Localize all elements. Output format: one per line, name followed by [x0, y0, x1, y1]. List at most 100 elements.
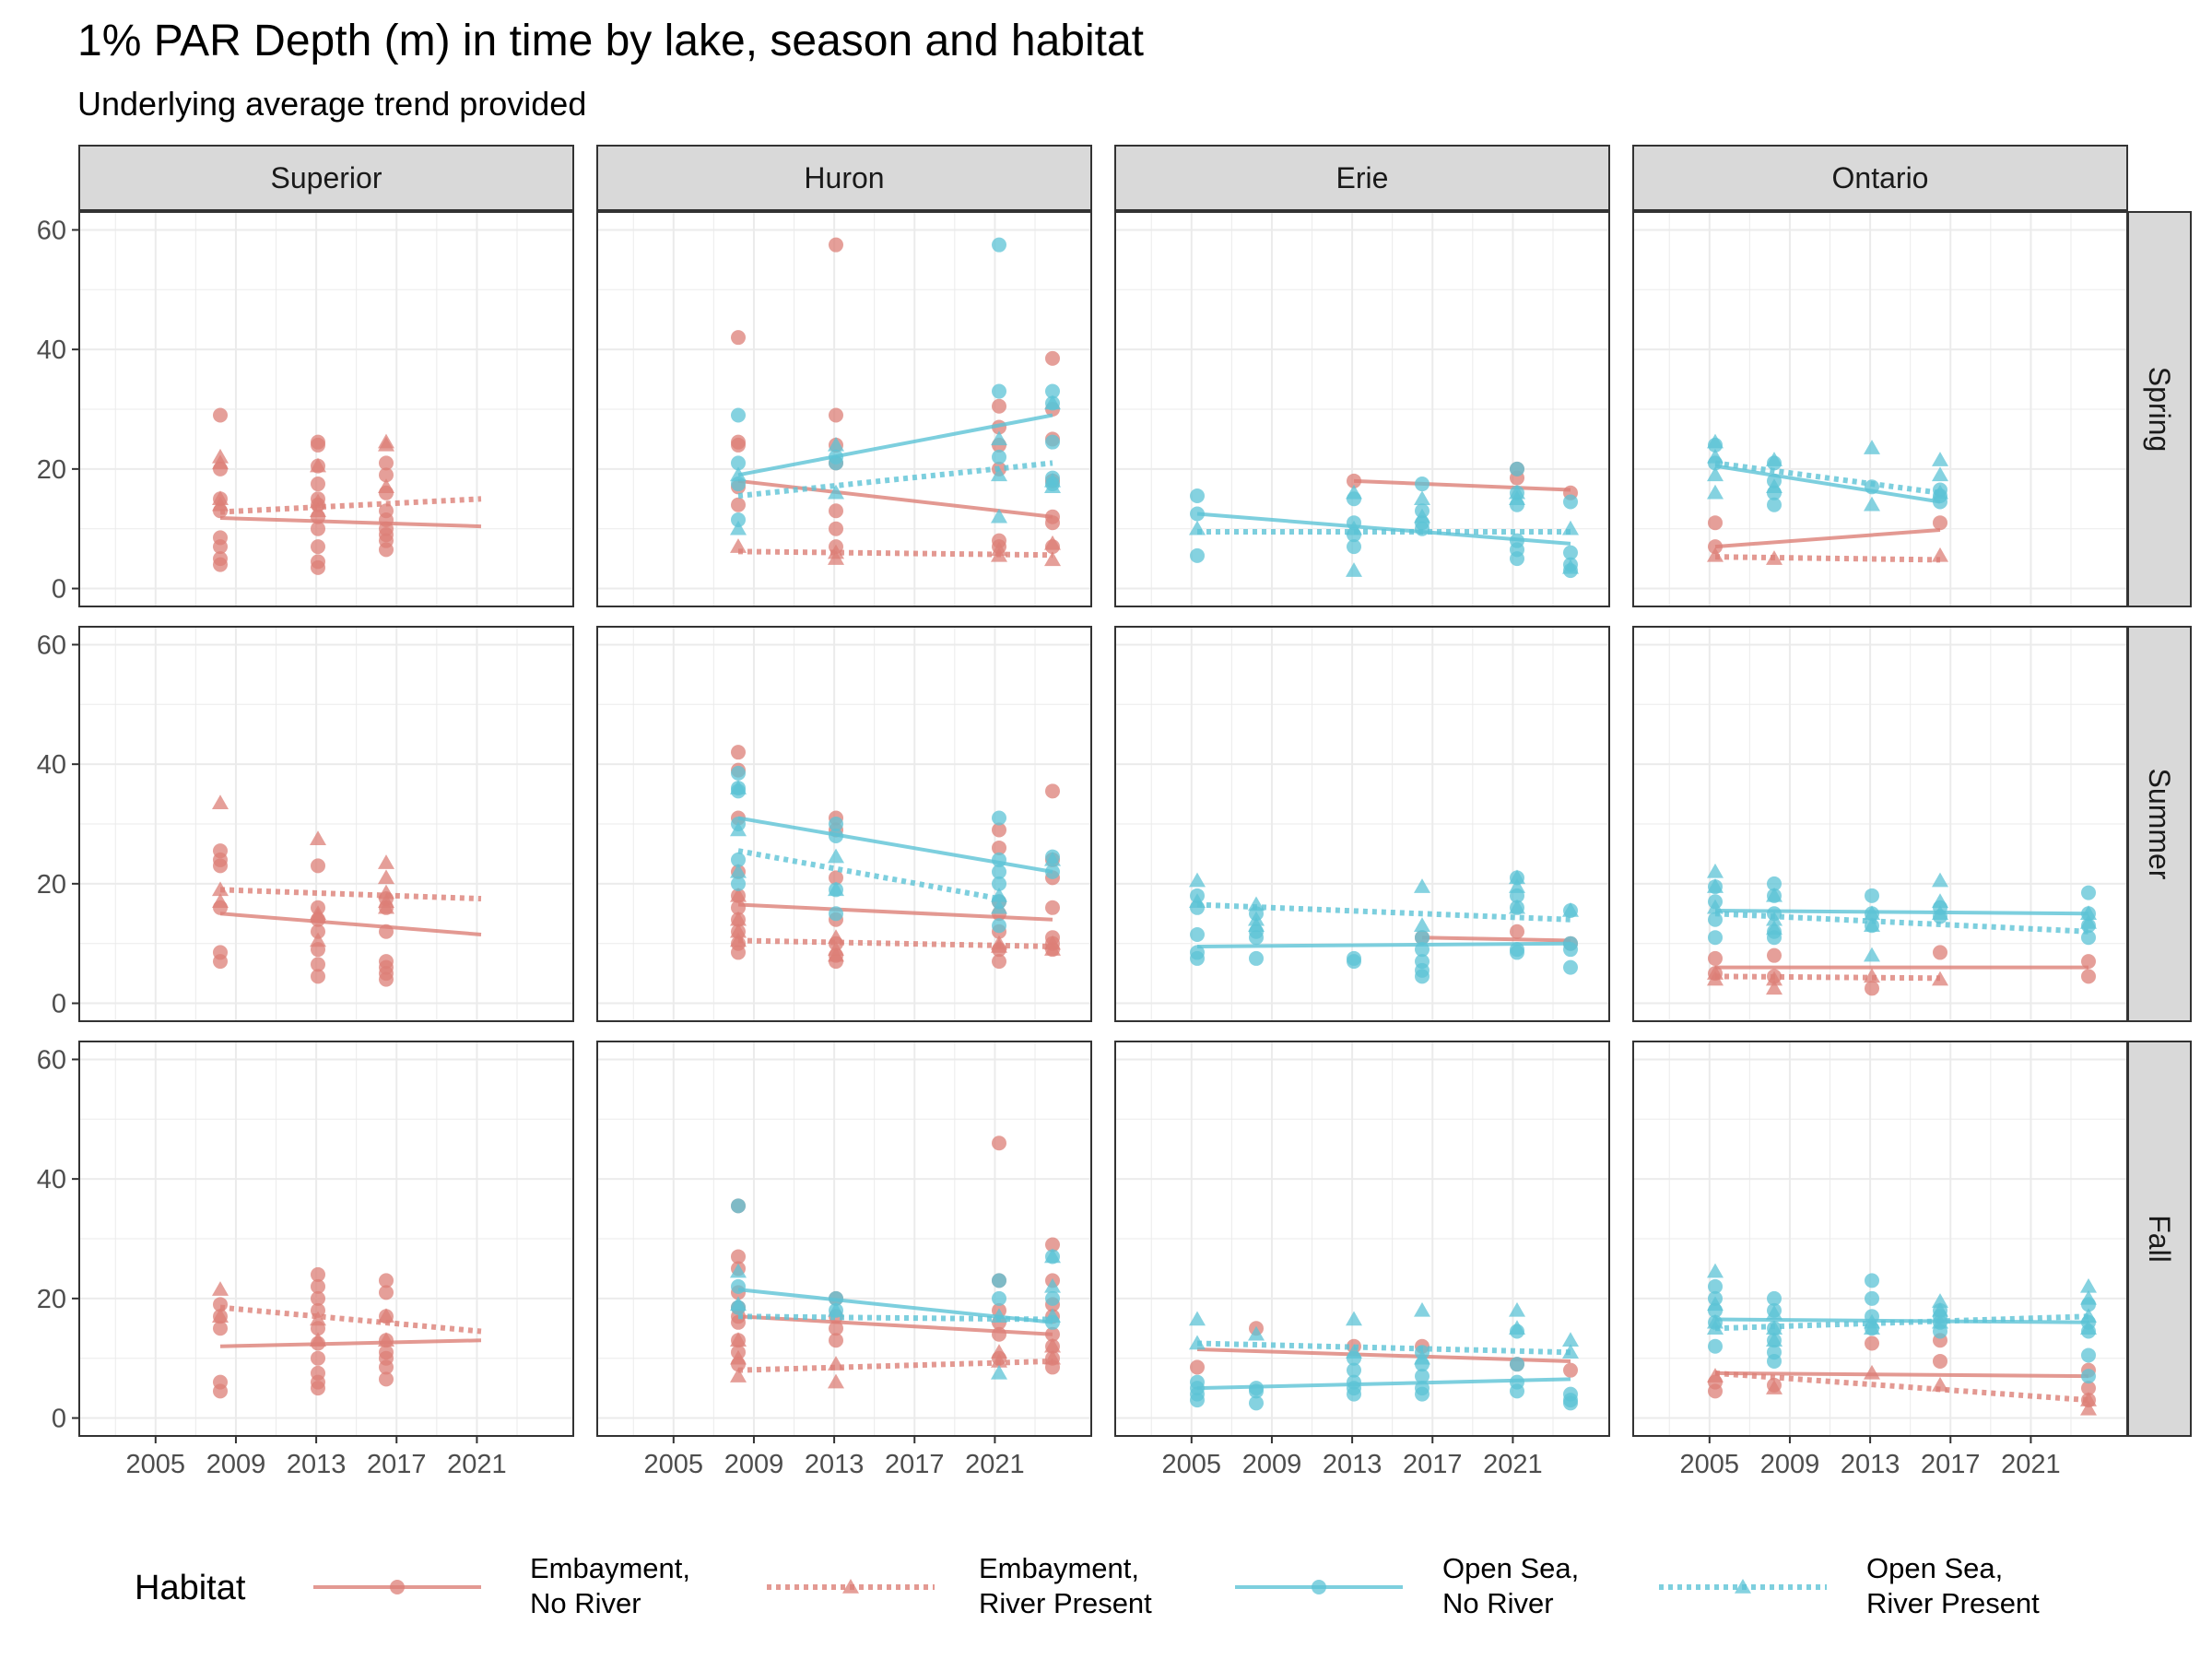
data-point-circle	[311, 559, 325, 575]
y-tick-label: 0	[52, 990, 66, 1019]
data-point-triangle	[1044, 1277, 1061, 1293]
data-point-triangle	[310, 493, 326, 509]
data-point-circle	[1708, 1278, 1723, 1294]
data-point-triangle	[378, 869, 394, 885]
strip-label-huron: Huron	[804, 161, 884, 194]
data-point-triangle	[1044, 851, 1061, 866]
data-point-triangle	[1932, 484, 1948, 500]
data-point-triangle	[1766, 980, 1783, 995]
trend-line	[1421, 935, 1571, 943]
data-point-triangle	[310, 457, 326, 473]
data-point-circle	[379, 467, 394, 483]
data-point-triangle	[1248, 896, 1265, 912]
data-point-triangle	[1735, 1579, 1751, 1594]
series-emb_rp	[730, 887, 1061, 962]
legend-label: Embayment,	[530, 1552, 690, 1584]
data-point-triangle	[730, 780, 747, 794]
facet-strip-fall: Fall	[2127, 1041, 2192, 1437]
trend-line	[1714, 1371, 2089, 1379]
data-point-triangle	[828, 929, 844, 944]
series-os_rp	[1189, 1301, 1579, 1365]
data-point-circle	[992, 1326, 1006, 1342]
trend-line	[1196, 1347, 1571, 1363]
data-point-triangle	[1864, 917, 1880, 932]
data-point-circle	[213, 954, 228, 970]
x-tick-label: 2017	[885, 1450, 945, 1479]
legend-label: No River	[1442, 1587, 1554, 1619]
series-emb_rp	[1707, 1364, 2097, 1416]
data-point-circle	[379, 924, 394, 939]
data-point-triangle	[378, 1332, 394, 1347]
data-point-circle	[2081, 1369, 2096, 1384]
data-point-circle	[1249, 930, 1264, 946]
panel-border	[1114, 211, 1610, 607]
data-point-triangle	[730, 1296, 747, 1312]
data-point-triangle	[378, 478, 394, 494]
data-point-triangle	[1864, 1320, 1880, 1335]
data-point-triangle	[1346, 1311, 1362, 1326]
series-os_rp	[730, 394, 1061, 535]
data-point-triangle	[310, 1311, 326, 1326]
data-point-triangle	[991, 1344, 1007, 1359]
data-point-triangle	[1707, 971, 1724, 986]
data-point-triangle	[1189, 1335, 1206, 1350]
facet-strip-spring: Spring	[2127, 211, 2192, 607]
data-point-triangle	[1044, 1308, 1061, 1324]
trend-line	[1196, 1340, 1571, 1356]
data-point-triangle	[1766, 1320, 1783, 1335]
trend-line	[219, 912, 482, 936]
x-tick-label: 2017	[367, 1450, 427, 1479]
data-point-triangle	[1346, 562, 1362, 577]
data-point-circle	[213, 539, 228, 555]
data-point-circle	[731, 745, 746, 760]
data-point-triangle	[730, 1263, 747, 1278]
data-point-circle	[311, 858, 325, 874]
data-point-triangle	[1707, 466, 1724, 482]
trend-line	[1353, 478, 1571, 492]
data-point-circle	[1510, 461, 1524, 477]
data-point-triangle	[378, 884, 394, 900]
data-point-circle	[829, 906, 843, 922]
data-point-circle	[731, 1278, 746, 1294]
panel-border	[1632, 211, 2128, 607]
data-point-triangle	[1932, 1301, 1948, 1317]
panel-border	[596, 211, 1092, 607]
data-point-circle	[1190, 1359, 1205, 1375]
data-point-triangle	[1932, 872, 1948, 888]
data-point-triangle	[310, 502, 326, 517]
data-point-triangle	[1766, 1380, 1783, 1394]
data-point-circle	[829, 828, 843, 843]
series-os_rp	[730, 780, 1061, 914]
x-tick-label: 2013	[1323, 1450, 1382, 1479]
x-tick-label: 2021	[2001, 1450, 2061, 1479]
data-point-circle	[1045, 383, 1060, 399]
data-point-circle	[1415, 1369, 1430, 1384]
data-point-triangle	[1707, 1263, 1724, 1278]
gridlines	[1633, 212, 2127, 606]
trend-line	[1714, 1313, 2089, 1332]
panel-ontario-fall: 2005 2009 2013 2017 2021	[1632, 1041, 2128, 1479]
trend-line	[1714, 527, 1941, 549]
data-point-circle	[1190, 950, 1205, 966]
trend-line	[737, 413, 1053, 477]
data-point-circle	[1510, 1357, 1524, 1372]
data-point-circle	[311, 1381, 325, 1396]
y-tick-label: 40	[37, 1165, 66, 1194]
data-point-triangle	[991, 508, 1007, 524]
data-point-triangle	[212, 881, 229, 897]
panel-border	[78, 626, 574, 1022]
data-point-circle	[1347, 539, 1361, 555]
data-point-triangle	[1414, 917, 1430, 932]
data-point-circle	[213, 557, 228, 572]
data-point-circle	[992, 810, 1006, 826]
series-os_rp	[1707, 1263, 2097, 1347]
data-point-circle	[829, 237, 843, 253]
data-point-circle	[1190, 1393, 1205, 1408]
data-point-circle	[1865, 479, 1879, 495]
data-point-triangle	[1346, 484, 1362, 500]
data-point-circle	[829, 1321, 843, 1336]
data-point-triangle	[730, 538, 747, 553]
panel-border	[1632, 626, 2128, 1022]
data-point-circle	[992, 237, 1006, 253]
